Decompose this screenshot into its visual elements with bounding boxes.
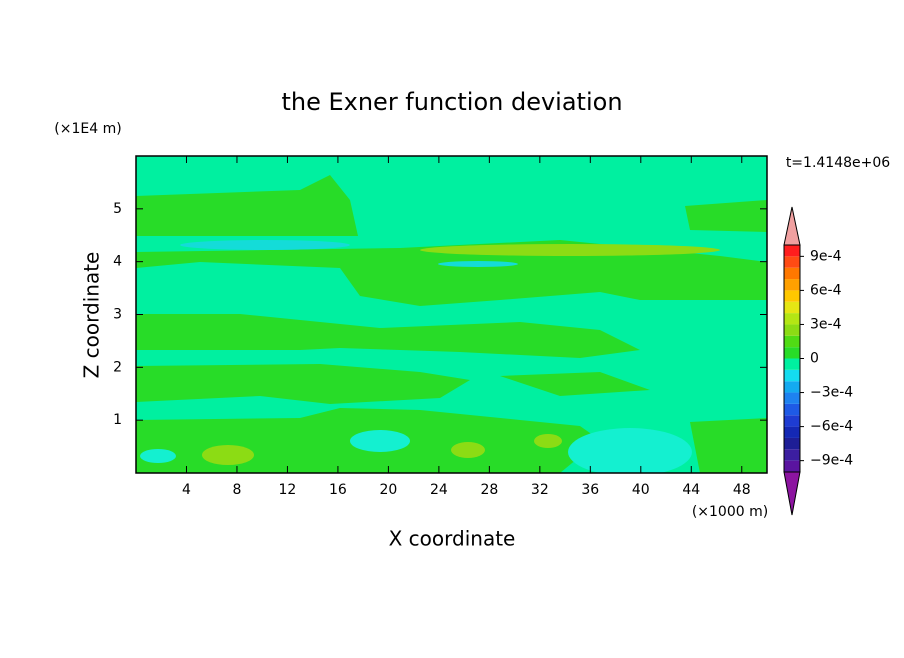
- x-tick-label: 28: [480, 482, 498, 498]
- x-tick-label: 48: [733, 482, 751, 498]
- y-tick-label: 3: [113, 307, 122, 323]
- colorbar-band: [784, 437, 800, 450]
- field-region: [350, 430, 410, 452]
- chart-title: the Exner function deviation: [281, 88, 622, 116]
- y-tick-label: 5: [113, 201, 122, 217]
- field-region: [690, 418, 767, 473]
- field-region: [136, 240, 767, 306]
- field-region: [136, 175, 358, 236]
- colorbar-over: [783, 206, 801, 246]
- y-tick-label: 2: [113, 359, 122, 375]
- colorbar-band: [784, 279, 800, 291]
- colorbar-band: [784, 256, 800, 268]
- field-region: [136, 364, 470, 404]
- field-region: [534, 434, 562, 448]
- colorbar-band: [784, 449, 800, 461]
- x-tick-label: 24: [430, 482, 448, 498]
- contour-field: [136, 156, 767, 473]
- x-tick-label: 8: [232, 482, 241, 498]
- colorbar-tick-label: 3e-4: [810, 316, 842, 332]
- x-tick-label: 36: [581, 482, 599, 498]
- colorbar-band: [784, 403, 800, 416]
- field-region: [140, 449, 176, 463]
- y-unit: (×1E4 m): [54, 121, 121, 137]
- x-tick-label: 32: [531, 482, 549, 498]
- colorbar-tick-label: 0: [810, 351, 819, 367]
- colorbar-tick-label: 6e-4: [810, 282, 842, 298]
- colorbar-band: [784, 369, 800, 382]
- colorbar-band: [784, 290, 800, 302]
- field-region: [685, 200, 767, 232]
- field-region: [420, 244, 720, 256]
- field-region: [202, 445, 254, 465]
- colorbar-tick-label: −3e-4: [810, 385, 853, 401]
- field-region: [438, 261, 518, 267]
- colorbar-tick-label: −6e-4: [810, 419, 853, 435]
- x-tick-label: 40: [632, 482, 650, 498]
- field-region: [136, 314, 640, 358]
- colorbar-under: [783, 471, 801, 516]
- colorbar-band: [784, 301, 800, 314]
- colorbar-band: [784, 415, 800, 427]
- x-unit: (×1000 m): [692, 504, 768, 520]
- field-region: [180, 240, 350, 250]
- x-axis-label: X coordinate: [389, 527, 516, 551]
- colorbar-band: [784, 460, 800, 472]
- colorbar-band: [784, 381, 800, 393]
- colorbar-band: [784, 392, 800, 404]
- colorbar-band: [784, 324, 800, 336]
- colorbar-band: [784, 267, 800, 280]
- colorbar-tick-label: 9e-4: [810, 248, 842, 264]
- field-region: [451, 442, 485, 458]
- y-tick-label: 1: [113, 412, 122, 428]
- colorbar-band: [784, 335, 800, 348]
- x-tick-label: 44: [682, 482, 700, 498]
- field-region: [568, 428, 692, 473]
- colorbar-band: [784, 426, 800, 438]
- colorbar-band: [784, 313, 800, 325]
- x-tick-label: 12: [279, 482, 297, 498]
- y-axis-label: Z coordinate: [80, 252, 104, 379]
- field-region: [500, 372, 650, 396]
- x-tick-label: 4: [182, 482, 191, 498]
- x-tick-label: 16: [329, 482, 347, 498]
- colorbar-band: [784, 358, 800, 370]
- annotation: t=1.4148e+06: [786, 155, 890, 171]
- colorbar-band: [784, 347, 800, 359]
- x-tick-label: 20: [379, 482, 397, 498]
- colorbar-tick-label: −9e-4: [810, 453, 853, 469]
- y-tick-label: 4: [113, 254, 122, 270]
- colorbar-band: [784, 245, 800, 257]
